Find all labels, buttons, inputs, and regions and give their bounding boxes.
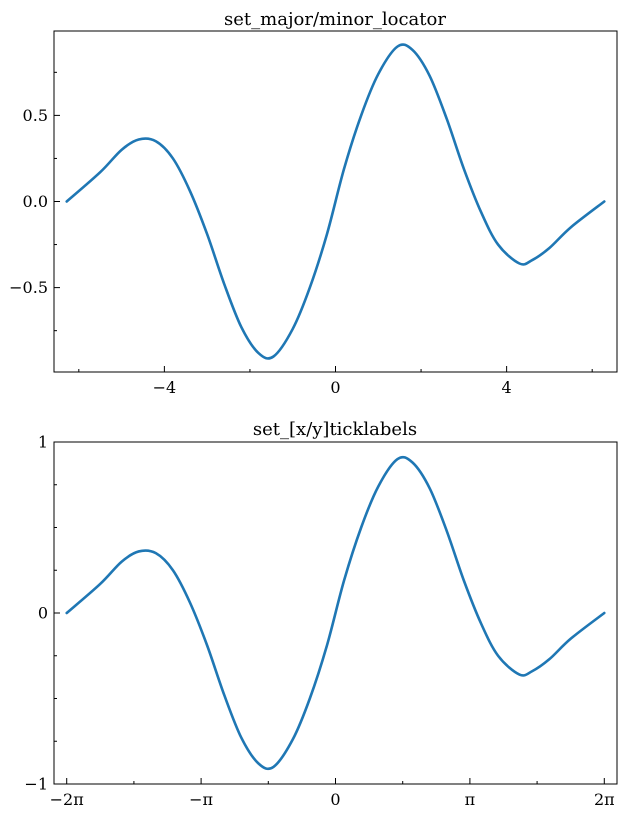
x-tick-label: 0 [330, 790, 340, 809]
x-tick-label: 2π [594, 790, 615, 809]
y-tick-label: −1 [24, 775, 48, 794]
x-tick-label: −2π [50, 790, 84, 809]
x-tick-label: 0 [330, 378, 340, 397]
x-tick-label: 4 [502, 378, 512, 397]
y-tick-label: 1 [38, 433, 48, 452]
chart-title-top: set_major/minor_locator [224, 9, 446, 30]
y-tick-label: −0.5 [9, 278, 48, 297]
series-line [65, 455, 606, 771]
y-tick-label: 0.0 [23, 192, 48, 211]
axes-top: set_major/minor_locator −4 0 4 0.5 0.0 −0.5 [9, 9, 618, 397]
y-tick-label: 0 [38, 604, 48, 623]
chart-title-bottom: set_[x/y]ticklabels [253, 419, 417, 440]
y-tick-label: 0.5 [23, 106, 48, 125]
axes-bottom: set_[x/y]ticklabels −2π −π 0 π 2π 1 0 −1 [24, 419, 618, 809]
x-tick-label: π [465, 790, 476, 809]
x-tick-label: −π [189, 790, 213, 809]
x-tick-label: −4 [153, 378, 177, 397]
series-line [65, 43, 606, 360]
